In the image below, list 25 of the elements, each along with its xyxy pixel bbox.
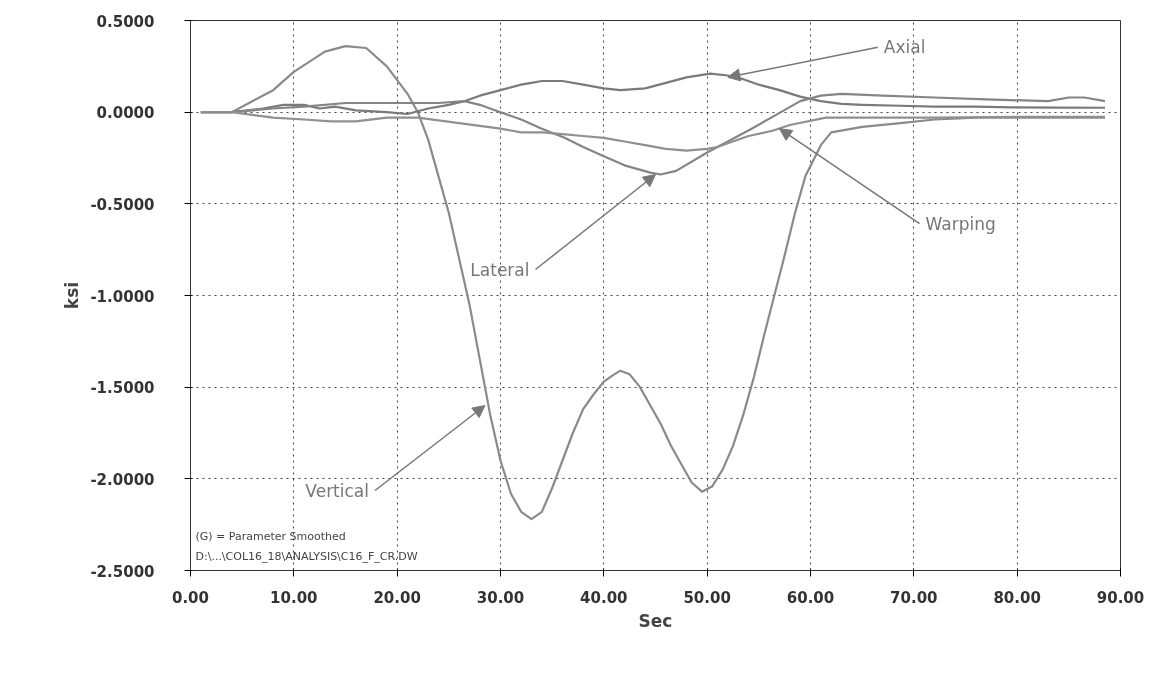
x-tick-label: 60.00 xyxy=(786,588,835,607)
x-tick-label: 0.00 xyxy=(172,588,210,607)
x-tick-label: 80.00 xyxy=(993,588,1041,607)
x-tick-label: 40.00 xyxy=(580,588,628,607)
annotation: D:\...\COL16_18\ANALYSIS\C16_F_CR.DW xyxy=(195,549,418,563)
x-tick-label: 70.00 xyxy=(890,588,938,607)
x-axis-title: Sec xyxy=(638,610,673,631)
y-tick-label: 0.5000 xyxy=(96,12,155,31)
y-tick-label: -2.5000 xyxy=(90,562,155,581)
x-tick-label: 20.00 xyxy=(373,588,421,607)
y-tick-label: -1.5000 xyxy=(90,379,155,398)
y-axis-title: ksi xyxy=(62,281,83,310)
y-tick-label: 0.0000 xyxy=(96,104,155,123)
annotation: Axial xyxy=(883,37,926,58)
x-tick-label: 50.00 xyxy=(683,588,731,607)
annotation: Lateral xyxy=(470,259,530,280)
x-tick-label: 10.00 xyxy=(270,588,318,607)
y-tick-label: -2.0000 xyxy=(90,470,155,489)
annotation: Warping xyxy=(925,213,996,234)
y-tick-label: -0.5000 xyxy=(90,195,155,214)
y-tick-label: -1.0000 xyxy=(90,287,155,306)
x-tick-label: 30.00 xyxy=(476,588,525,607)
annotation: Vertical xyxy=(305,480,370,501)
annotation: (G) = Parameter Smoothed xyxy=(195,529,346,543)
x-tick-label: 90.00 xyxy=(1096,588,1145,607)
